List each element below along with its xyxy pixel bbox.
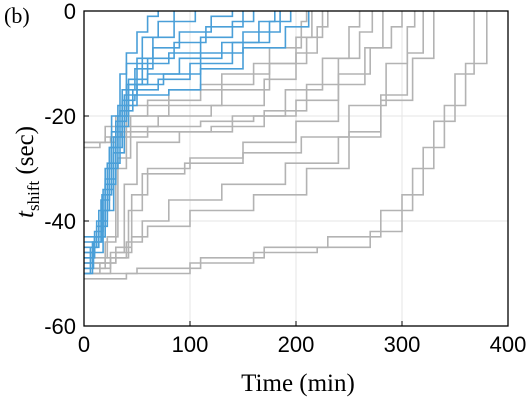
series-line-blue [84, 11, 281, 275]
series-line-gray [84, 11, 488, 280]
x-tick-labels: 0 100 200 300 400 [78, 332, 526, 357]
y-tick-label: -60 [44, 314, 76, 339]
x-axis-label: Time (min) [241, 370, 355, 397]
x-tick-label: 100 [172, 332, 209, 357]
x-tick-label: 300 [384, 332, 421, 357]
series-line-blue [84, 11, 255, 254]
series-line-blue [84, 11, 292, 249]
ticks [83, 10, 509, 327]
y-tick-label: 0 [64, 0, 76, 24]
series-line-gray [84, 11, 475, 275]
y-axis-label-sub: shift [24, 181, 43, 212]
panel-label: (b) [4, 3, 30, 28]
y-axis-label-main: t [12, 210, 39, 218]
series-line-gray [84, 11, 361, 270]
series-line-gray [84, 11, 329, 264]
x-tick-label: 400 [490, 332, 527, 357]
x-tick-label: 0 [78, 332, 90, 357]
y-axis-label-unit: (sec) [12, 126, 39, 181]
x-tick-label: 200 [278, 332, 315, 357]
y-tick-label: -20 [44, 104, 76, 129]
series-line-gray [84, 11, 416, 275]
series-line-gray [84, 11, 374, 144]
y-tick-labels: 0 -20 -40 -60 [44, 0, 76, 339]
y-axis-label: tshift (sec) [12, 126, 43, 218]
series-group [84, 11, 488, 280]
series-line-gray [84, 11, 435, 270]
series-line-blue [84, 11, 197, 254]
y-tick-label: -40 [44, 209, 76, 234]
